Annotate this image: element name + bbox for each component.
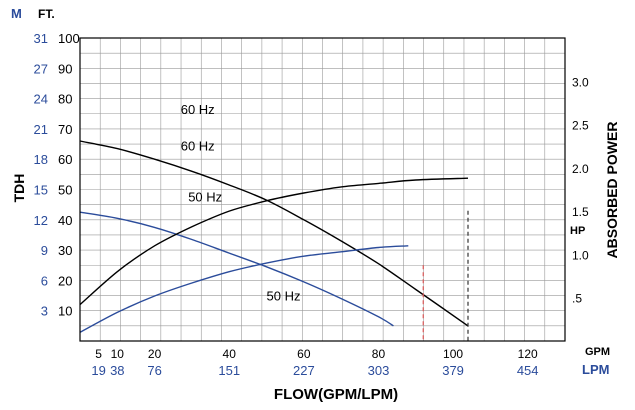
x-tick-label-lpm: 151 xyxy=(218,363,240,378)
x-axis-label: FLOW(GPM/LPM) xyxy=(274,386,398,403)
y-unit-m: M xyxy=(11,6,22,21)
y-tick-label-ft: 100 xyxy=(58,31,80,46)
y2-tick-label-hp: 2.0 xyxy=(572,162,589,176)
y-tick-label-m: 31 xyxy=(34,31,48,46)
y-tick-label-m: 21 xyxy=(34,122,48,137)
curve-power-60hz xyxy=(79,177,469,306)
x-unit-gpm: GPM xyxy=(585,346,610,358)
y-tick-label-m: 27 xyxy=(34,61,48,76)
y-tick-label-ft: 60 xyxy=(58,152,72,167)
y2-tick-label-hp: 3.0 xyxy=(572,75,589,89)
x-tick-label-lpm: 303 xyxy=(368,363,390,378)
x-tick-label-gpm: 80 xyxy=(372,347,386,361)
labels: 10 3 20 6 30 9 40 12 50 15 60 18 70 21 80 24 90 27 100 31 .5… xyxy=(34,31,589,378)
x-tick-label-lpm: 19 xyxy=(91,363,105,378)
plot-frame xyxy=(79,37,566,342)
y-tick-label-m: 15 xyxy=(34,183,48,198)
y-unit-ft: FT. xyxy=(38,7,55,21)
y2-tick-label-hp: 2.5 xyxy=(572,119,589,133)
x-tick-label-gpm: 40 xyxy=(223,347,237,361)
y2-tick-label-hp: .5 xyxy=(572,292,582,306)
x-tick-label-gpm: 20 xyxy=(148,347,162,361)
x-tick-label-gpm: 100 xyxy=(443,347,463,361)
x-tick-label-lpm: 227 xyxy=(293,363,315,378)
x-tick-label-gpm: 5 xyxy=(95,347,102,361)
curve-label: 50 Hz xyxy=(267,288,301,303)
x-tick-label-lpm: 379 xyxy=(442,363,464,378)
curve-head-50hz xyxy=(79,211,394,327)
y2-tick-label-hp: 1.5 xyxy=(572,205,589,219)
y-tick-label-ft: 40 xyxy=(58,213,72,228)
y-tick-label-m: 18 xyxy=(34,152,48,167)
y-tick-label-m: 3 xyxy=(41,304,48,319)
curve-label: 50 Hz xyxy=(188,190,222,205)
y-tick-label-ft: 70 xyxy=(58,122,72,137)
curve-label: 60 Hz xyxy=(181,139,215,154)
x-tick-label-lpm: 76 xyxy=(147,363,161,378)
grid xyxy=(80,38,565,341)
x-tick-label-lpm: 38 xyxy=(110,363,124,378)
y-tick-label-ft: 50 xyxy=(58,183,72,198)
y2-unit-hp: HP xyxy=(570,225,585,237)
y-tick-label-ft: 10 xyxy=(58,304,72,319)
x-tick-label-lpm: 454 xyxy=(517,363,539,378)
y-tick-label-m: 9 xyxy=(41,243,48,258)
x-tick-label-gpm: 60 xyxy=(297,347,311,361)
y-tick-label-ft: 30 xyxy=(58,243,72,258)
x-unit-lpm: LPM xyxy=(582,362,609,377)
y-tick-label-m: 24 xyxy=(34,92,48,107)
curve-power-50hz xyxy=(79,245,409,333)
y-tick-label-m: 6 xyxy=(41,273,48,288)
y-axis-label: TDH xyxy=(11,174,27,203)
curve-label: 60 Hz xyxy=(181,102,215,117)
x-tick-label-gpm: 120 xyxy=(518,347,538,361)
y-tick-label-ft: 90 xyxy=(58,61,72,76)
y-tick-label-ft: 80 xyxy=(58,92,72,107)
y-tick-label-m: 12 xyxy=(34,213,48,228)
x-tick-label-gpm: 10 xyxy=(111,347,125,361)
y-tick-label-ft: 20 xyxy=(58,273,72,288)
y2-tick-label-hp: 1.0 xyxy=(572,248,589,262)
y2-axis-label: ABSORBED POWER xyxy=(604,122,620,259)
reference-lines xyxy=(422,210,469,341)
curves xyxy=(79,140,469,333)
